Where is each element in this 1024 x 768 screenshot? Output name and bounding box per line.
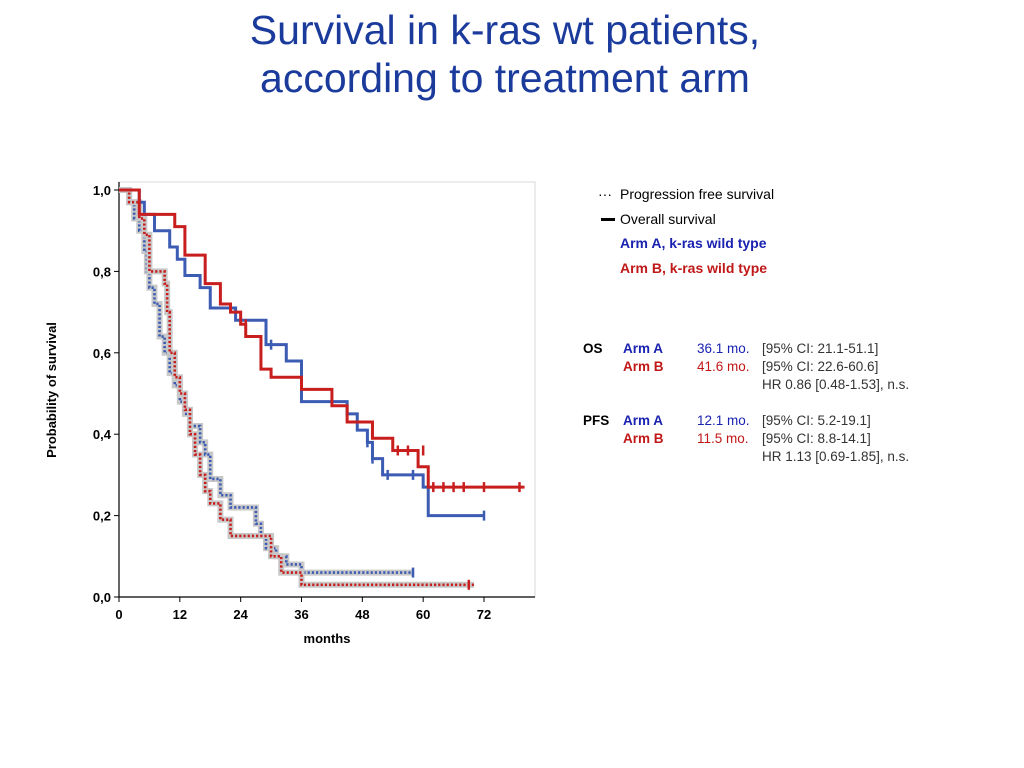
x-tick-label: 36: [294, 607, 308, 622]
os-arm-b-median: 41.6 mo.: [697, 359, 750, 374]
legend-arm-a: Arm A, k-ras wild type: [598, 231, 774, 256]
os-hazard-ratio: HR 0.86 [0.48-1.53], n.s.: [762, 377, 910, 392]
os-arm-b-ci: [95% CI: 22.6-60.6]: [762, 359, 879, 374]
curve-arm-a-pfs-shadow: [119, 187, 414, 576]
os-arm-a-ci: [95% CI: 21.1-51.1]: [762, 341, 879, 356]
pfs-label: PFS: [583, 413, 610, 428]
axis-ticks: 0 12 24 36 48 60 72 0,0 0,2 0,4 0,6 0,8 1,0: [93, 183, 491, 622]
os-arm-a-median: 36.1 mo.: [697, 341, 750, 356]
pfs-arm-a-ci: [95% CI: 5.2-19.1]: [762, 413, 871, 428]
x-tick-label: 72: [477, 607, 491, 622]
y-tick-label: 0,0: [93, 590, 111, 605]
legend-arm-b: Arm B, k-ras wild type: [598, 256, 774, 281]
legend-arm-a-label: Arm A, k-ras wild type: [620, 235, 767, 251]
pfs-arm-b-median: 11.5 mo.: [697, 431, 749, 446]
x-tick-label: 60: [416, 607, 430, 622]
legend-arm-b-label: Arm B, k-ras wild type: [620, 259, 768, 276]
legend-os: Overall survival: [598, 207, 774, 232]
legend-pfs: ··· Progression free survival: [598, 182, 774, 207]
title-line-1: Survival in k-ras wt patients,: [249, 7, 761, 53]
chart-axes: [118, 181, 536, 598]
curve-arm-a-os: [119, 188, 484, 518]
os-label: OS: [583, 341, 603, 356]
os-arm-b-label: Arm B: [623, 359, 664, 374]
curve-arm-a-pfs: [119, 188, 414, 574]
title-line-2: according to treatment arm: [260, 55, 750, 101]
pfs-arm-b-ci: [95% CI: 8.8-14.1]: [762, 431, 871, 446]
y-tick-label: 0,6: [93, 346, 111, 361]
x-axis-title: months: [304, 631, 351, 646]
curve-arm-b-pfs-shadow: [119, 187, 474, 588]
legend-pfs-label: Progression free survival: [620, 186, 775, 202]
x-tick-label: 0: [115, 607, 122, 622]
pfs-hazard-ratio: HR 1.13 [0.69-1.85], n.s.: [762, 449, 910, 464]
chart-legend: ··· Progression free survival Overall su…: [598, 182, 774, 280]
curve-arm-b-os: [119, 188, 525, 489]
legend-os-label: Overall survival: [620, 210, 716, 227]
pfs-arm-a-label: Arm A: [623, 413, 664, 428]
pfs-arm-b-label: Arm B: [623, 431, 664, 446]
pfs-arm-a-median: 12.1 mo.: [697, 413, 750, 428]
y-tick-label: 0,4: [93, 427, 112, 442]
y-axis-title: Probability of survival: [44, 322, 59, 458]
solid-line-symbol: [601, 217, 615, 221]
x-tick-label: 24: [233, 607, 248, 622]
y-tick-label: 0,2: [93, 509, 111, 524]
slide-title: Survival in k-ras wt patients, according…: [0, 6, 1010, 102]
x-tick-label: 48: [355, 607, 369, 622]
y-tick-label: 0,8: [93, 264, 111, 279]
x-tick-label: 12: [173, 607, 187, 622]
dotted-line-symbol: ···: [598, 186, 612, 202]
y-tick-label: 1,0: [93, 183, 111, 198]
os-arm-a-label: Arm A: [623, 341, 664, 356]
survival-curves: [119, 187, 525, 590]
